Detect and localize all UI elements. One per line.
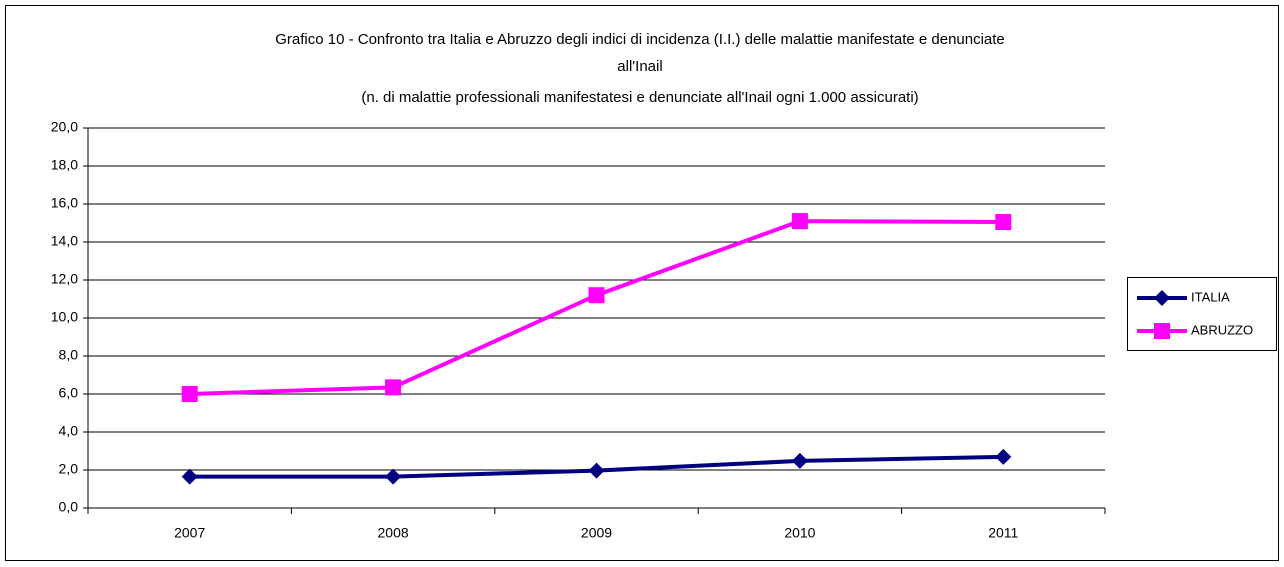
y-tick-label: 10,0 [51,309,78,325]
marker [588,462,605,479]
y-tick-label: 4,0 [59,423,79,439]
marker [181,386,198,402]
chart-border [5,5,1279,561]
x-tick-label: 2010 [784,525,815,541]
marker [588,287,605,304]
legend-label: ITALIA [1191,289,1230,304]
y-tick-label: 12,0 [51,271,78,287]
marker [791,452,808,469]
y-tick-label: 18,0 [51,157,78,173]
y-tick-label: 16,0 [51,195,78,211]
x-tick-label: 2007 [174,525,205,541]
legend-box [1127,277,1277,351]
y-tick-label: 2,0 [59,461,79,477]
marker [181,468,198,485]
x-tick-label: 2008 [378,525,409,541]
y-tick-label: 8,0 [59,347,79,363]
marker [385,379,402,396]
y-tick-label: 20,0 [51,119,78,135]
y-tick-label: 14,0 [51,233,78,249]
marker [995,448,1012,465]
chart-title: Grafico 10 - Confronto tra Italia e Abru… [275,31,1005,75]
legend-marker [1154,290,1170,306]
x-tick-label: 2009 [581,525,612,541]
y-tick-label: 0,0 [59,499,79,515]
marker [791,213,808,230]
legend-label: ABRUZZO [1191,322,1253,337]
series-line [189,219,1004,396]
y-tick-label: 6,0 [59,385,79,401]
x-tick-label: 2011 [988,525,1018,541]
marker [995,214,1012,231]
chart-subtitle: (n. di malattie professionali manifestat… [361,89,919,106]
legend-marker [1154,323,1170,339]
marker [385,468,402,485]
